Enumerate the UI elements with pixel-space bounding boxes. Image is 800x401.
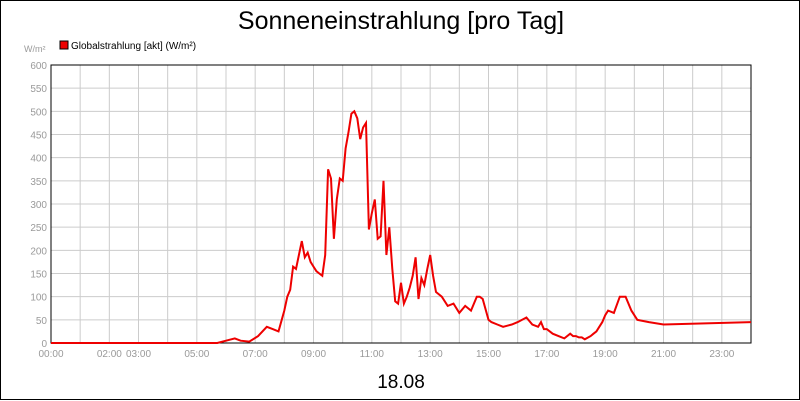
- x-tick-label: 09:00: [301, 349, 326, 360]
- x-tick-label: 23:00: [709, 349, 734, 360]
- y-tick-label: 100: [30, 293, 47, 304]
- x-tick-label: 00:00: [38, 349, 63, 360]
- x-tick-label: 07:00: [243, 349, 268, 360]
- legend-entry: Globalstrahlung [akt] (W/m²): [71, 41, 196, 52]
- y-tick-label: 350: [30, 177, 47, 188]
- plot-area-border: [50, 64, 752, 344]
- x-tick-label: 17:00: [534, 349, 559, 360]
- x-tick-label: 03:00: [126, 349, 151, 360]
- y-tick-label: 550: [30, 84, 47, 95]
- x-axis-ticks: 00:00 02:00 03:00 05:00 07:00 09:00 11:00 13:00…: [38, 349, 734, 360]
- series-line-globalstrahlung: [51, 109, 752, 344]
- y-tick-label: 450: [30, 131, 47, 142]
- x-tick-label: 15:00: [476, 349, 501, 360]
- x-tick-label: 13:00: [418, 349, 443, 360]
- y-tick-label: 150: [30, 270, 47, 281]
- legend-swatch: [59, 40, 69, 50]
- y-tick-label: 600: [30, 61, 47, 72]
- x-tick-label: 21:00: [651, 349, 676, 360]
- legend[interactable]: Globalstrahlung [akt] (W/m²): [59, 40, 196, 52]
- y-tick-label: 300: [30, 200, 47, 211]
- date-label: 18.08: [377, 372, 425, 393]
- chart-title: Sonneneinstrahlung [pro Tag]: [238, 7, 564, 35]
- x-tick-label: 11:00: [360, 349, 385, 360]
- y-tick-label: 0: [41, 339, 47, 350]
- x-tick-label: 02:00: [97, 349, 122, 360]
- y-tick-label: 500: [30, 107, 47, 118]
- y-tick-label: 400: [30, 154, 47, 165]
- y-axis-unit: W/m²: [24, 44, 46, 54]
- y-axis-ticks: 0 50 100 150 200 250 300 350 400 450 500 550 600: [30, 61, 47, 350]
- x-tick-label: 05:00: [184, 349, 209, 360]
- y-tick-label: 200: [30, 246, 47, 257]
- grid-lines: [50, 64, 752, 344]
- y-tick-label: 250: [30, 223, 47, 234]
- y-tick-label: 50: [36, 316, 48, 327]
- x-tick-label: 19:00: [593, 349, 618, 360]
